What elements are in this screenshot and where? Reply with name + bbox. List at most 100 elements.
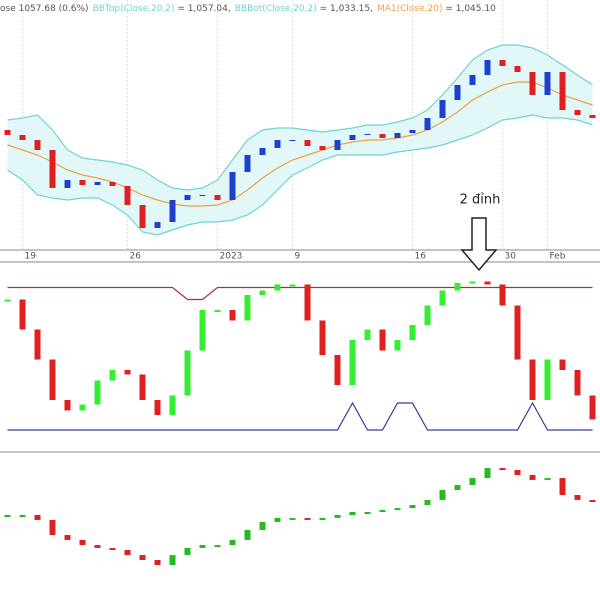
- candle: [64, 180, 71, 188]
- arrow: [460, 217, 498, 272]
- bar: [409, 325, 416, 340]
- bar: [124, 370, 131, 375]
- candle: [109, 182, 116, 186]
- candle: [139, 205, 146, 228]
- bar: [484, 468, 491, 479]
- bar: [289, 284, 296, 287]
- bar: [589, 395, 596, 420]
- bar: [364, 329, 371, 340]
- bar: [184, 547, 191, 556]
- bar: [184, 350, 191, 396]
- candle: [454, 85, 461, 100]
- candle: [409, 130, 416, 133]
- candle: [379, 134, 386, 138]
- bar: [124, 549, 131, 556]
- bar: [559, 478, 566, 496]
- line: [7, 401, 593, 431]
- bar: [304, 517, 311, 520]
- bar: [304, 284, 311, 321]
- candle: [364, 134, 371, 135]
- line: [7, 114, 593, 236]
- bar: [559, 359, 566, 370]
- bar: [229, 539, 236, 546]
- legend: ose 1057.68 (0.6%) BBTop(Close,20,2) = 1,…: [0, 4, 496, 14]
- line: [7, 286, 593, 301]
- bar: [334, 515, 341, 518]
- bar: [349, 511, 356, 516]
- plot-area: 19 26 2023 9 16 30 Feb: [4, 0, 596, 566]
- candle: [34, 140, 41, 150]
- bar: [259, 290, 266, 295]
- legend-value: = 1,045.10: [442, 4, 496, 14]
- bar: [469, 281, 476, 284]
- candle: [544, 72, 551, 95]
- candle: [289, 140, 296, 141]
- bar: [589, 499, 596, 502]
- legend-close: ose 1057.68 (0.6%): [0, 4, 89, 14]
- candle: [484, 60, 491, 75]
- bar: [244, 295, 251, 321]
- bar: [349, 340, 356, 385]
- bar: [64, 400, 71, 411]
- bar: [499, 468, 506, 471]
- bar: [79, 404, 86, 411]
- candle: [439, 100, 446, 118]
- bar: [529, 475, 536, 480]
- bar: [4, 299, 11, 302]
- candle: [304, 140, 311, 146]
- bar: [319, 320, 326, 355]
- bar: [409, 505, 416, 509]
- x-tick-label: 26: [130, 252, 142, 262]
- bar: [19, 299, 26, 330]
- bar: [394, 508, 401, 511]
- bar: [79, 539, 86, 546]
- candle: [19, 135, 26, 140]
- bar: [49, 359, 56, 400]
- candle: [514, 66, 521, 72]
- bar: [139, 555, 146, 560]
- bar: [439, 489, 446, 500]
- x-tick-label: 16: [415, 252, 427, 262]
- bar: [214, 310, 221, 312]
- candle: [169, 200, 176, 222]
- bar: [289, 517, 296, 520]
- candle: [319, 146, 326, 150]
- candle: [124, 186, 131, 205]
- legend-value: = 1,033.15,: [317, 4, 373, 14]
- bar: [379, 329, 386, 351]
- bar: [514, 305, 521, 360]
- bar: [424, 305, 431, 325]
- candle: [394, 133, 401, 138]
- candle: [244, 155, 251, 172]
- bar: [199, 545, 206, 548]
- bar: [424, 499, 431, 506]
- candle: [94, 182, 101, 185]
- bar: [169, 555, 176, 566]
- x-tick-label: 9: [295, 252, 301, 262]
- bar: [154, 559, 161, 566]
- bar: [274, 284, 281, 291]
- bar: [514, 469, 521, 476]
- bar: [544, 478, 551, 481]
- candle: [199, 195, 206, 196]
- candle: [79, 180, 86, 185]
- candle: [214, 195, 221, 200]
- candle: [184, 195, 191, 200]
- candle: [349, 135, 356, 140]
- bar: [94, 545, 101, 548]
- candle: [574, 110, 581, 115]
- bar: [499, 284, 506, 306]
- candle: [559, 72, 566, 110]
- line: [7, 44, 593, 191]
- bar: [259, 521, 266, 530]
- bar: [169, 395, 176, 415]
- bar: [484, 281, 491, 285]
- bar: [94, 380, 101, 405]
- bar: [154, 400, 161, 415]
- candle: [274, 140, 281, 148]
- bar: [244, 529, 251, 540]
- candle: [4, 130, 11, 135]
- x-tick-label: 19: [25, 252, 37, 262]
- candle: [469, 75, 476, 85]
